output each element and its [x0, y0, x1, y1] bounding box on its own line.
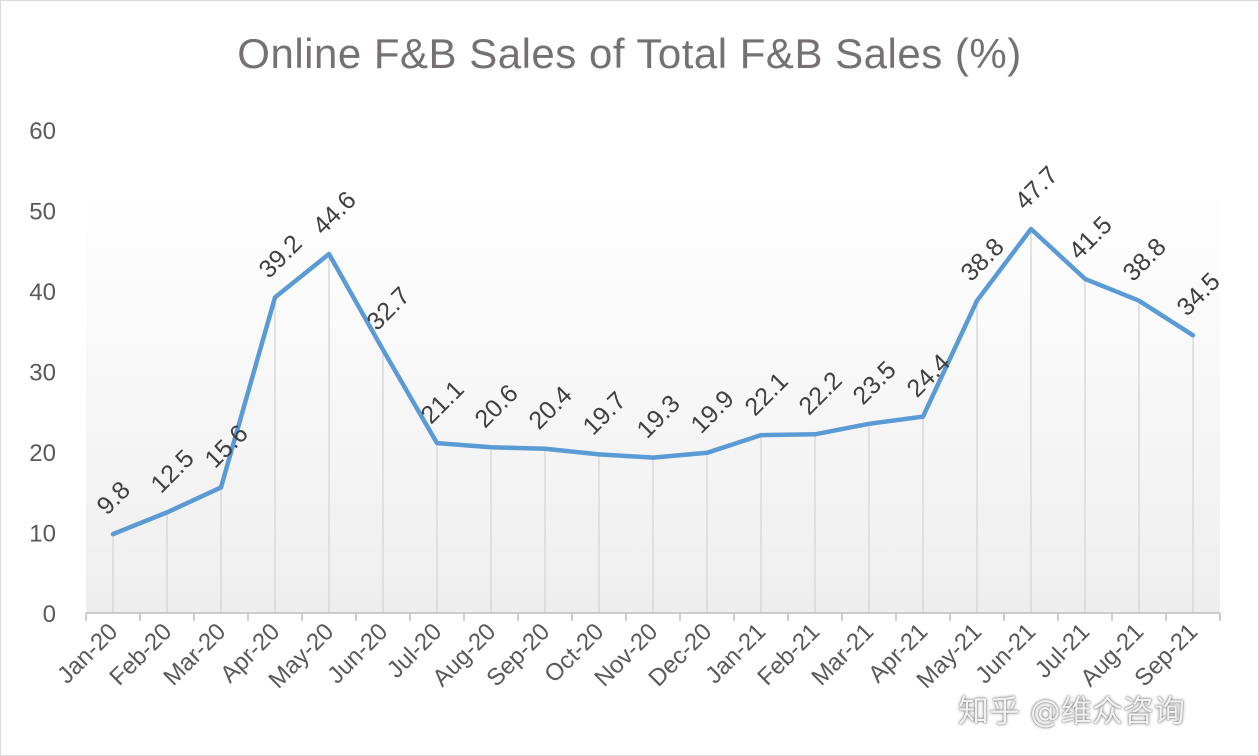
y-tick-label: 10	[29, 521, 56, 548]
x-tick-label: Mar-21	[806, 618, 879, 691]
x-tick-label: Mar-20	[158, 618, 231, 691]
y-tick-label: 50	[29, 199, 56, 226]
y-tick-label: 40	[29, 279, 56, 306]
series-line	[110, 226, 1196, 537]
y-tick-label: 30	[29, 360, 56, 387]
y-tick-label: 60	[29, 118, 56, 145]
y-tick-label: 0	[43, 601, 56, 628]
x-tick-label: Jun-21	[970, 618, 1041, 689]
x-tick-label: Jun-20	[322, 618, 393, 689]
y-tick-label: 20	[29, 440, 56, 467]
chart-title: Online F&B Sales of Total F&B Sales (%)	[237, 30, 1022, 77]
watermark: 知乎 @维众咨询	[958, 694, 1185, 730]
